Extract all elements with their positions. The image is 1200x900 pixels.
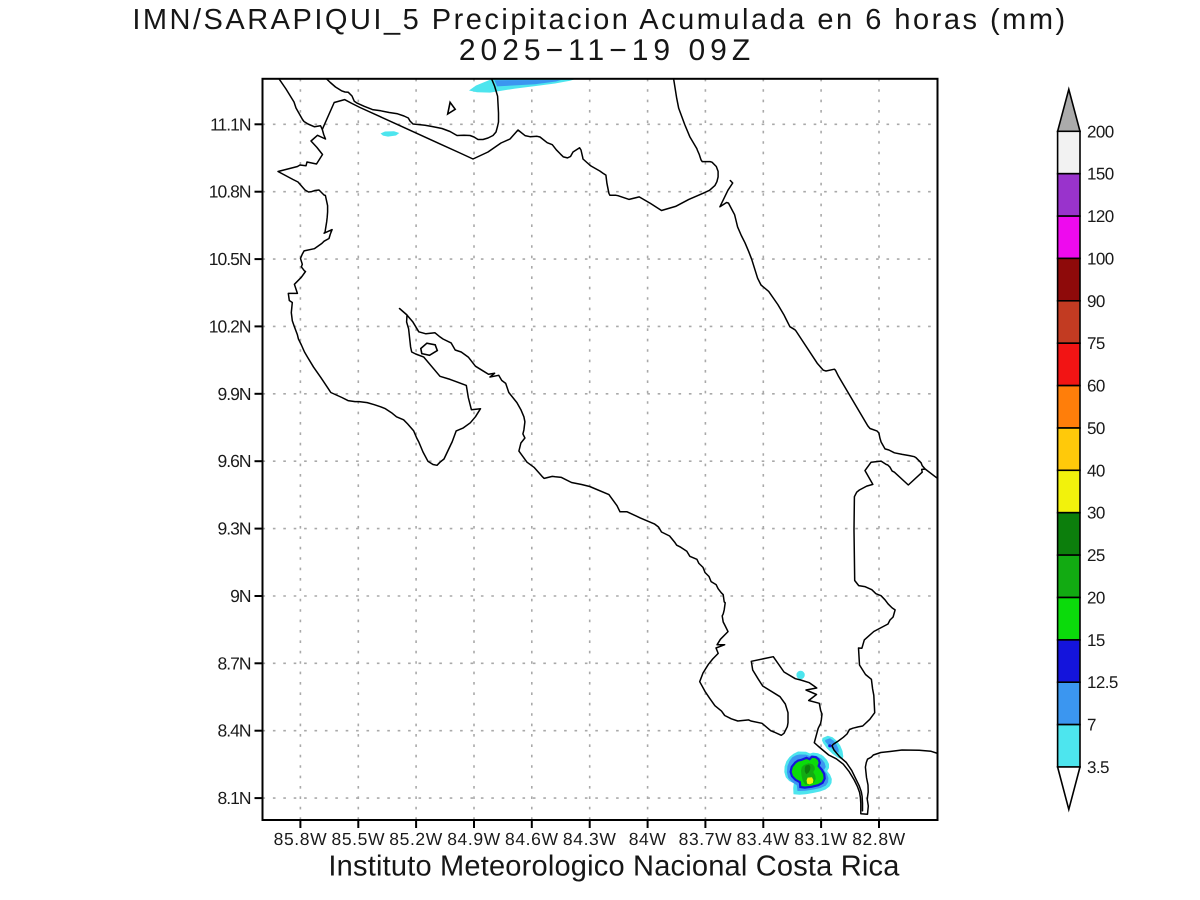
svg-text:11.1N: 11.1N — [210, 114, 251, 134]
svg-text:85.8W: 85.8W — [274, 829, 328, 849]
svg-text:9.3N: 9.3N — [218, 519, 251, 539]
svg-text:15: 15 — [1087, 631, 1105, 650]
svg-text:85.2W: 85.2W — [389, 829, 443, 849]
svg-text:83.1W: 83.1W — [794, 829, 848, 849]
svg-text:50: 50 — [1087, 419, 1105, 438]
svg-text:84W: 84W — [629, 829, 667, 849]
svg-text:Instituto Meteorologico Nacion: Instituto Meteorologico Nacional Costa R… — [328, 851, 900, 883]
svg-text:200: 200 — [1087, 122, 1114, 141]
svg-text:9N: 9N — [230, 586, 251, 606]
svg-text:8.4N: 8.4N — [218, 721, 251, 741]
svg-text:120: 120 — [1087, 207, 1114, 226]
svg-text:10.8N: 10.8N — [209, 182, 251, 202]
svg-text:85.5W: 85.5W — [332, 829, 386, 849]
svg-text:100: 100 — [1087, 249, 1114, 268]
svg-text:40: 40 — [1087, 461, 1105, 480]
svg-text:7: 7 — [1087, 716, 1096, 735]
svg-text:84.9W: 84.9W — [447, 829, 501, 849]
svg-text:8.7N: 8.7N — [218, 653, 251, 673]
svg-text:20: 20 — [1087, 589, 1105, 608]
svg-text:75: 75 — [1087, 334, 1105, 353]
svg-text:9.9N: 9.9N — [218, 384, 251, 404]
svg-text:84.3W: 84.3W — [563, 829, 617, 849]
svg-text:IMN/SARAPIQUI_5 Precipitacion: IMN/SARAPIQUI_5 Precipitacion Acumulada … — [132, 4, 1067, 36]
svg-text:82.8W: 82.8W — [852, 829, 906, 849]
svg-text:2025−11−19 09Z: 2025−11−19 09Z — [459, 34, 755, 67]
svg-text:60: 60 — [1087, 377, 1105, 396]
svg-text:10.2N: 10.2N — [209, 316, 251, 336]
svg-text:30: 30 — [1087, 504, 1105, 523]
svg-text:83.7W: 83.7W — [679, 829, 733, 849]
svg-text:9.6N: 9.6N — [218, 451, 251, 471]
svg-text:150: 150 — [1087, 165, 1114, 184]
svg-text:8.1N: 8.1N — [218, 788, 251, 808]
svg-text:83.4W: 83.4W — [737, 829, 791, 849]
svg-text:10.5N: 10.5N — [209, 249, 251, 269]
svg-text:84.6W: 84.6W — [505, 829, 559, 849]
svg-text:90: 90 — [1087, 292, 1105, 311]
svg-text:3.5: 3.5 — [1087, 758, 1109, 777]
svg-text:25: 25 — [1087, 546, 1105, 565]
svg-text:12.5: 12.5 — [1087, 673, 1118, 692]
